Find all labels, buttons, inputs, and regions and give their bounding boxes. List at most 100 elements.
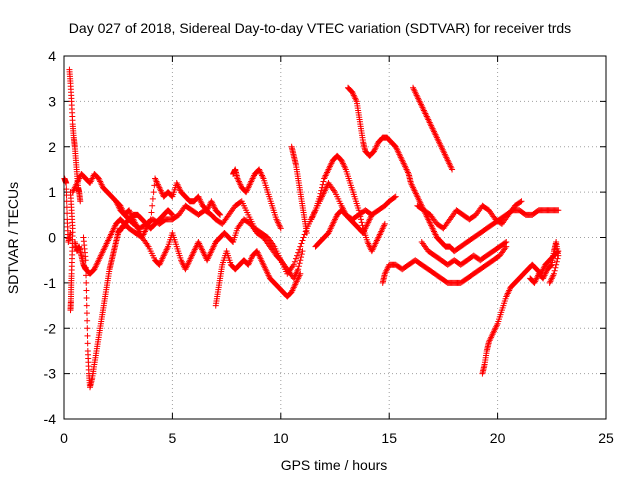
data-point xyxy=(83,302,90,309)
data-point xyxy=(553,261,560,268)
series-track-c xyxy=(67,189,76,314)
series-track-p xyxy=(414,198,525,232)
series-track-j xyxy=(288,143,310,236)
data-point xyxy=(277,225,284,232)
data-point xyxy=(391,194,398,201)
series-track-e xyxy=(71,216,306,282)
data-point xyxy=(553,258,560,265)
data-point xyxy=(300,234,307,241)
series-track-k xyxy=(308,152,388,255)
series-track-s xyxy=(527,239,562,286)
series-track-n xyxy=(410,84,456,173)
y-tick-label: 3 xyxy=(48,93,56,109)
data-point xyxy=(368,211,375,218)
data-point xyxy=(298,240,305,247)
series-track-o xyxy=(379,243,510,286)
data-point xyxy=(552,264,559,271)
data-point xyxy=(84,317,91,324)
x-tick-label: 15 xyxy=(381,430,397,446)
data-point xyxy=(502,239,509,246)
data-point xyxy=(84,340,91,347)
x-tick-label: 25 xyxy=(598,430,614,446)
data-point xyxy=(82,257,89,264)
data-point xyxy=(548,262,555,269)
data-point xyxy=(297,270,304,277)
data-point xyxy=(320,178,327,185)
data-point xyxy=(83,279,90,286)
data-point xyxy=(355,207,362,214)
x-tick-label: 10 xyxy=(273,430,289,446)
y-tick-label: -1 xyxy=(44,275,57,291)
data-point xyxy=(381,220,388,227)
data-point xyxy=(149,202,156,209)
data-point xyxy=(77,198,84,205)
data-point xyxy=(83,287,90,294)
series-track-q xyxy=(418,239,510,268)
y-tick-label: 0 xyxy=(48,230,56,246)
series-track-f xyxy=(80,207,176,391)
series-track-m xyxy=(345,84,562,255)
x-tick-label: 5 xyxy=(169,430,177,446)
series-track-a xyxy=(61,175,74,246)
data-point xyxy=(358,216,365,223)
data-point xyxy=(169,211,176,218)
data-marks xyxy=(61,66,562,391)
data-point xyxy=(299,248,306,255)
y-tick-label: 2 xyxy=(48,139,56,155)
axis-ticks: 0 5 10 15 20 25 -4 -3 -2 -1 0 1 2 3 4 xyxy=(44,48,614,446)
data-point xyxy=(83,295,90,301)
x-axis-label: GPS time / hours xyxy=(281,457,388,473)
data-point xyxy=(503,239,510,246)
data-point xyxy=(150,189,157,196)
data-point xyxy=(168,211,175,218)
data-point xyxy=(295,249,302,256)
data-point xyxy=(149,195,156,202)
x-tick-label: 0 xyxy=(60,430,68,446)
data-point xyxy=(555,252,562,259)
x-tick-label: 20 xyxy=(490,430,506,446)
data-point xyxy=(83,310,90,317)
series-track-h xyxy=(212,248,304,309)
data-point xyxy=(297,243,304,250)
data-point xyxy=(84,325,91,332)
data-point xyxy=(147,216,154,223)
data-point xyxy=(292,255,299,262)
data-point xyxy=(67,307,74,314)
data-point xyxy=(83,272,90,279)
data-point xyxy=(318,184,325,191)
y-tick-label: -4 xyxy=(44,411,57,427)
series-track-r xyxy=(479,248,562,377)
data-point xyxy=(551,267,558,274)
data-point xyxy=(357,213,364,220)
series-track-l xyxy=(312,207,375,250)
y-tick-label: 4 xyxy=(48,48,56,64)
data-point xyxy=(319,181,326,188)
data-point xyxy=(295,266,302,273)
data-point xyxy=(303,229,310,236)
y-tick-label: -3 xyxy=(44,366,57,382)
data-point xyxy=(517,198,524,205)
data-point xyxy=(298,254,305,261)
data-point xyxy=(316,193,323,200)
data-point xyxy=(358,219,365,226)
grid xyxy=(64,56,606,419)
data-point xyxy=(82,264,89,271)
data-point xyxy=(356,210,363,217)
series-track-i xyxy=(230,166,284,232)
series-track-g xyxy=(113,175,224,241)
data-point xyxy=(291,258,298,265)
y-tick-label: -2 xyxy=(44,320,57,336)
plot-frame xyxy=(63,55,607,420)
data-point xyxy=(449,166,456,173)
data-point xyxy=(217,211,224,218)
data-point xyxy=(296,246,303,253)
data-point xyxy=(554,255,561,262)
data-point xyxy=(84,332,91,339)
data-point xyxy=(392,193,399,200)
data-point xyxy=(296,260,303,267)
chart-title: Day 027 of 2018, Sidereal Day-to-day VTE… xyxy=(69,20,571,36)
data-point xyxy=(216,211,223,218)
data-point xyxy=(546,279,553,286)
